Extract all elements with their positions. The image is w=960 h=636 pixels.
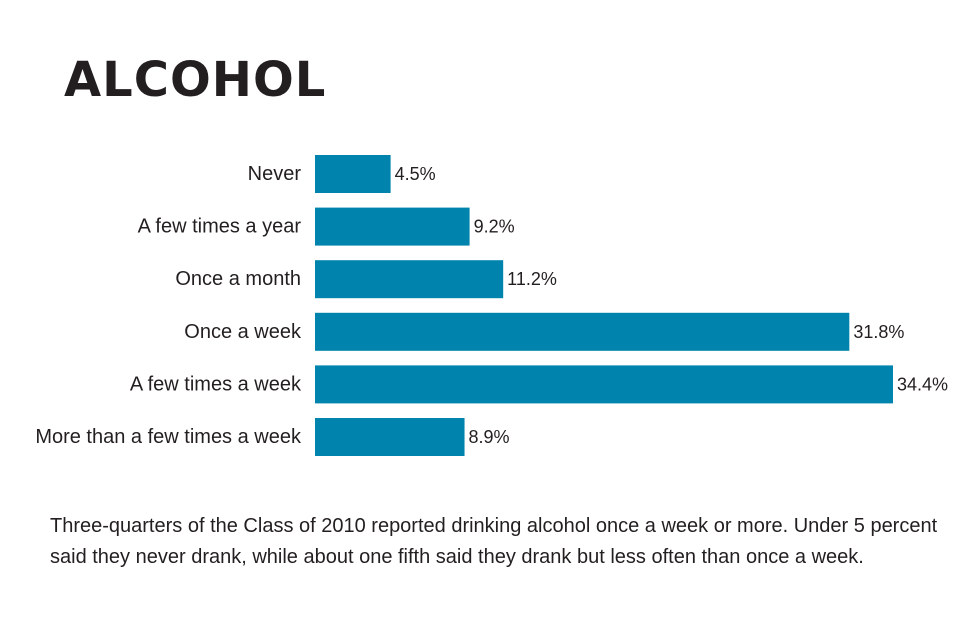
value-label: 8.9% — [469, 427, 510, 447]
value-label: 9.2% — [474, 217, 515, 237]
value-label: 34.4% — [897, 374, 948, 394]
bar-chart: Never 4.5% A few times a year 9.2% Once a mo… — [35, 155, 948, 456]
category-label: A few times a year — [138, 216, 302, 238]
bar — [315, 155, 391, 193]
bar — [315, 260, 504, 299]
bar — [315, 312, 850, 351]
category-label: More than a few times a week — [35, 426, 302, 448]
category-label: A few times a week — [130, 373, 302, 395]
value-label: 31.8% — [853, 322, 904, 342]
bar — [315, 365, 893, 404]
category-label: Never — [248, 163, 302, 185]
value-label: 11.2% — [507, 269, 557, 289]
bar — [315, 418, 465, 456]
category-label: Once a week — [184, 321, 302, 343]
chart-caption: Three-quarters of the Class of 2010 repo… — [50, 515, 938, 568]
category-label: Once a month — [175, 268, 301, 290]
chart-title: ALCOHOL — [64, 52, 327, 108]
value-label: 4.5% — [395, 164, 436, 184]
bar — [315, 207, 470, 246]
